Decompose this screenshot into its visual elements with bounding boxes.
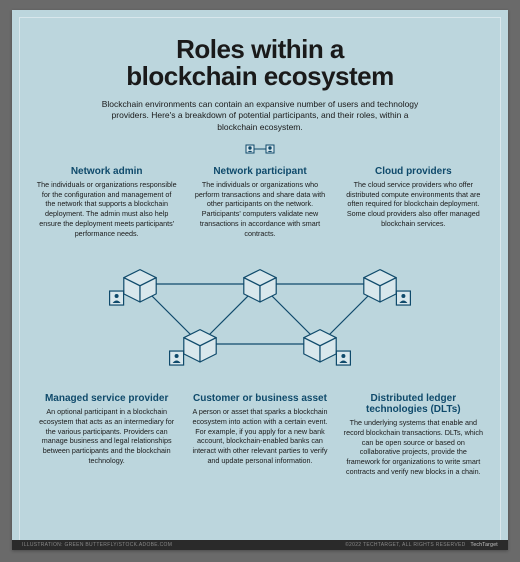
title-line-1: Roles within a [176,34,344,64]
network-diagram [80,244,440,389]
role-body: The underlying systems that enable and r… [341,418,486,476]
role-block: Distributed ledger technologies (DLTs) T… [341,393,486,476]
top-row: Network admin The individuals or organiz… [34,166,486,238]
role-block: Network admin The individuals or organiz… [34,166,179,238]
role-title: Customer or business asset [187,393,332,404]
subtitle: Blockchain environments can contain an e… [95,99,425,133]
role-title: Cloud providers [341,166,486,177]
role-body: The cloud service providers who offer di… [341,180,486,229]
role-block: Customer or business asset A person or a… [187,393,332,476]
title-line-2: blockchain ecosystem [126,61,393,91]
role-body: The individuals or organizations who per… [187,180,332,238]
footer-brand: ©2022 TECHTARGET, ALL RIGHTS RESERVED Te… [345,542,498,548]
mini-link-icon [34,141,486,162]
role-title: Network participant [187,166,332,177]
role-title: Network admin [34,166,179,177]
role-title: Distributed ledger technologies (DLTs) [341,393,486,415]
infographic-card: Roles within a blockchain ecosystem Bloc… [12,10,508,550]
role-block: Network participant The individuals or o… [187,166,332,238]
role-body: The individuals or organizations respons… [34,180,179,238]
inner-frame: Roles within a blockchain ecosystem Bloc… [19,17,501,543]
role-title: Managed service provider [34,393,179,404]
bottom-row: Managed service provider An optional par… [34,393,486,476]
role-body: A person or asset that sparks a blockcha… [187,407,332,465]
role-body: An optional participant in a blockchain … [34,407,179,465]
page-title: Roles within a blockchain ecosystem [34,36,486,91]
footer-bar: ILLUSTRATION: GREEN BUTTERFLY/STOCK.ADOB… [12,540,508,550]
footer-credit: ILLUSTRATION: GREEN BUTTERFLY/STOCK.ADOB… [22,542,172,548]
role-block: Managed service provider An optional par… [34,393,179,476]
role-block: Cloud providers The cloud service provid… [341,166,486,238]
